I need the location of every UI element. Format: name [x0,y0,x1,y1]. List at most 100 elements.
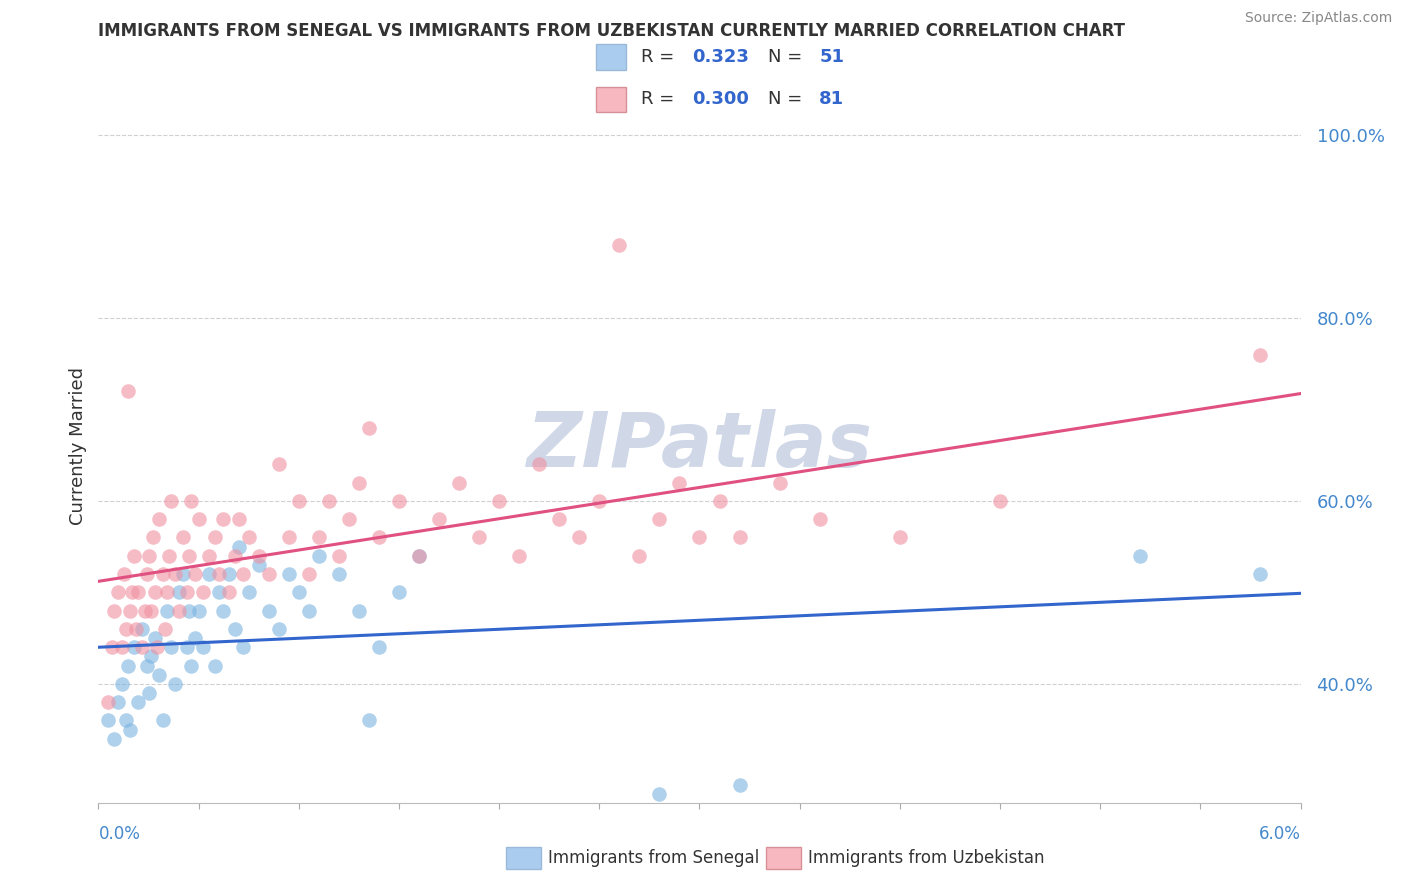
Point [120,723,142,737]
Text: Immigrants from Uzbekistan: Immigrants from Uzbekistan [808,849,1045,867]
Point [180,494,202,508]
Point [107,695,129,709]
Point [120,604,142,618]
Point [172,567,194,582]
Point [143,585,166,599]
Point [889,531,911,545]
Point [187,604,209,618]
Point [232,567,254,582]
Point [128,585,150,599]
Bar [596,45,626,70]
Point [208,567,231,582]
Point [191,585,214,599]
Text: 0.323: 0.323 [692,48,749,66]
Point [277,531,299,545]
Text: 6.0%: 6.0% [1258,825,1301,843]
Point [176,585,198,599]
Point [152,714,174,728]
Text: 81: 81 [820,90,845,108]
Point [131,640,153,655]
Point [668,475,690,490]
Point [277,567,299,582]
Point [183,567,205,582]
Point [211,512,233,526]
Point [153,622,176,636]
Point [148,512,170,526]
Point [138,686,160,700]
Point [568,531,591,545]
Point [308,549,330,563]
Point [1249,347,1271,361]
Point [155,585,177,599]
Point [138,549,160,563]
Point [204,658,226,673]
Text: N =: N = [768,90,808,108]
Point [224,549,246,563]
Point [107,585,129,599]
Text: IMMIGRANTS FROM SENEGAL VS IMMIGRANTS FROM UZBEKISTAN CURRENTLY MARRIED CORRELAT: IMMIGRANTS FROM SENEGAL VS IMMIGRANTS FR… [98,22,1125,40]
Point [117,384,139,398]
Point [111,640,134,655]
Point [131,622,153,636]
Point [308,531,330,545]
Point [135,567,157,582]
Point [238,531,260,545]
Point [183,631,205,645]
Point [218,585,240,599]
Point [139,649,162,664]
Point [298,604,321,618]
Point [337,512,360,526]
Point [224,622,246,636]
Point [97,695,120,709]
Point [257,567,280,582]
Point [347,604,370,618]
Point [152,567,174,582]
Point [318,494,340,508]
Point [115,714,138,728]
Point [367,640,389,655]
Point [180,658,202,673]
Text: 51: 51 [820,48,844,66]
Point [257,604,280,618]
Point [159,640,181,655]
Point [728,531,751,545]
Text: 0.0%: 0.0% [98,825,141,843]
Point [197,549,219,563]
Point [548,512,571,526]
Point [357,714,380,728]
Point [117,658,139,673]
Point [111,677,134,691]
Point [328,549,350,563]
Point [177,604,200,618]
Point [197,567,219,582]
Point [728,777,751,791]
Point [218,567,240,582]
Point [187,512,209,526]
Bar [596,87,626,112]
Point [408,549,430,563]
Point [167,604,190,618]
Point [468,531,491,545]
Point [447,475,470,490]
Point [228,540,250,554]
Point [709,494,731,508]
Text: N =: N = [768,48,808,66]
Point [103,604,125,618]
Point [508,549,530,563]
Point [101,640,124,655]
Point [228,512,250,526]
Point [287,585,309,599]
Point [1249,567,1271,582]
Point [988,494,1011,508]
Point [768,475,790,490]
Point [139,604,162,618]
Point [607,237,630,252]
Point [588,494,610,508]
Point [124,640,146,655]
Point [128,695,150,709]
Point [114,567,136,582]
Point [357,420,380,434]
Point [155,604,177,618]
Point [159,494,181,508]
Point [238,585,260,599]
